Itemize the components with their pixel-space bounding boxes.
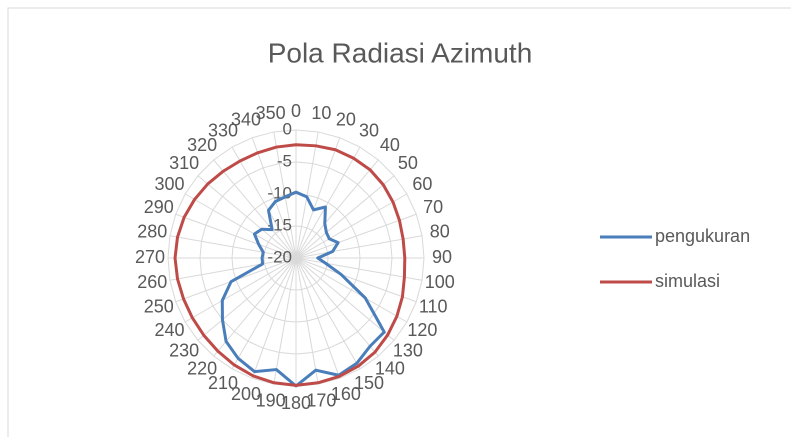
spoke [213, 257, 297, 357]
spoke [213, 159, 297, 259]
category-label: 160 [331, 384, 361, 404]
category-label: 100 [425, 272, 455, 292]
category-label: 230 [169, 341, 199, 361]
category-label: 320 [187, 135, 217, 155]
spoke [273, 257, 297, 385]
spoke [295, 175, 395, 259]
spoke [273, 131, 297, 259]
category-label: 270 [135, 247, 165, 267]
category-label: 190 [256, 391, 286, 411]
category-label: 180 [281, 393, 311, 413]
category-label: 90 [432, 247, 452, 267]
spoke [175, 213, 297, 259]
spoke [184, 193, 297, 259]
category-label: 150 [354, 373, 384, 393]
legend-label: simulasi [655, 271, 720, 291]
category-label: 170 [306, 391, 336, 411]
spoke [169, 257, 297, 281]
category-label: 350 [256, 103, 286, 123]
category-label: 240 [155, 320, 185, 340]
category-label: 60 [412, 174, 432, 194]
category-label: 40 [380, 135, 400, 155]
spoke [295, 137, 341, 259]
category-label: 130 [393, 341, 423, 361]
spoke [295, 193, 408, 259]
category-label: 220 [187, 359, 217, 379]
spoke [169, 235, 297, 259]
category-label: 250 [144, 297, 174, 317]
category-label: 310 [169, 153, 199, 173]
category-label: 30 [359, 120, 379, 140]
category-label: 50 [398, 153, 418, 173]
category-label: 80 [430, 221, 450, 241]
series-line [173, 143, 407, 387]
category-label: 300 [155, 174, 185, 194]
spoke [295, 257, 423, 281]
legend-label: pengukuran [655, 226, 750, 246]
spoke [231, 146, 297, 259]
chart-frame [7, 7, 791, 442]
spoke [295, 257, 361, 370]
category-label: 280 [137, 221, 167, 241]
spoke [295, 257, 395, 341]
spoke [295, 257, 319, 385]
category-label: 340 [231, 110, 261, 130]
category-label: 120 [407, 320, 437, 340]
spoke [197, 257, 297, 341]
r-tick-label: -20 [267, 247, 292, 266]
r-tick-label: 0 [283, 119, 292, 138]
spoke [295, 159, 379, 259]
category-label: 10 [311, 103, 331, 123]
spoke [197, 175, 297, 259]
category-label: 210 [208, 373, 238, 393]
category-label: 200 [231, 384, 261, 404]
category-label: 140 [375, 359, 405, 379]
category-label: 0 [291, 101, 301, 121]
spoke [295, 257, 341, 379]
spoke [251, 257, 297, 379]
category-label: 330 [208, 120, 238, 140]
category-label: 290 [144, 197, 174, 217]
spoke [295, 213, 417, 259]
spoke [295, 131, 319, 259]
spoke [231, 257, 297, 370]
category-label: 70 [423, 197, 443, 217]
r-tick-label: -5 [277, 151, 292, 170]
spoke [295, 235, 423, 259]
category-label: 260 [137, 272, 167, 292]
category-label: 20 [336, 110, 356, 130]
spoke [251, 137, 297, 259]
spoke [295, 146, 361, 259]
spoke [184, 257, 297, 323]
category-label: 110 [419, 297, 448, 317]
spoke [295, 257, 417, 303]
chart-title: Pola Radiasi Azimuth [268, 37, 533, 68]
spoke [295, 257, 379, 357]
spoke [295, 257, 408, 323]
